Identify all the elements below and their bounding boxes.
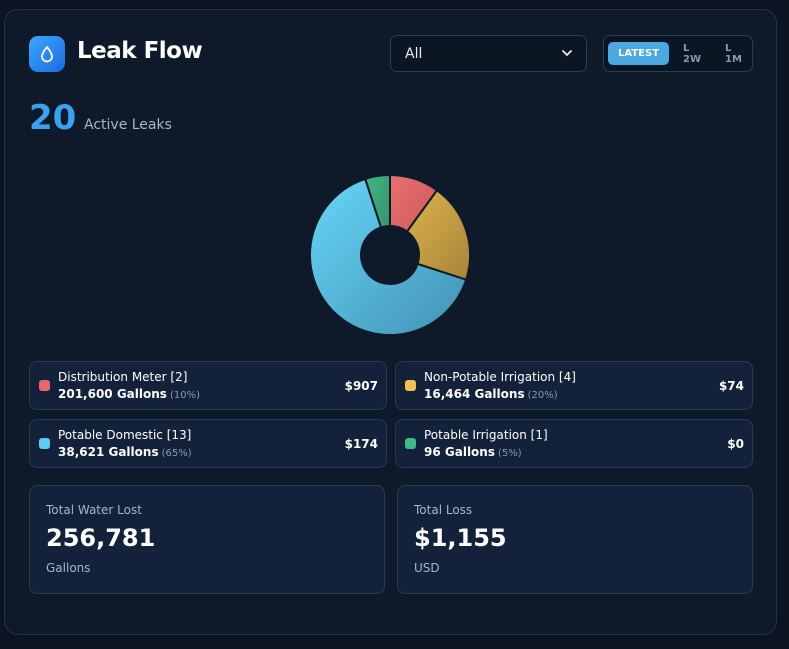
tab-last-1-month[interactable]: L 1M: [725, 42, 742, 65]
active-leak-count: 20: [29, 98, 77, 138]
category-percent: (65%): [161, 448, 192, 459]
category-gallons: 96 Gallons (5%): [424, 445, 522, 459]
donut-hole: [360, 225, 420, 285]
category-card-distribution-meter[interactable]: Distribution Meter [2] 201,600 Gallons (1…: [29, 361, 387, 410]
category-card-non-potable-irrigation[interactable]: Non-Potable Irrigation [4] 16,464 Gallon…: [395, 361, 753, 410]
category-name: Potable Irrigation [1]: [424, 428, 548, 442]
stat-unit: USD: [414, 561, 440, 575]
legend-swatch: [405, 380, 416, 391]
period-toggle: LATEST L 2W L 1M: [603, 35, 753, 72]
stat-label: Total Loss: [414, 503, 473, 517]
water-drop-icon: [41, 46, 53, 63]
category-cost: $74: [718, 379, 744, 393]
tab-latest[interactable]: LATEST: [608, 42, 670, 65]
category-cost: $0: [727, 437, 744, 451]
category-name: Non-Potable Irrigation [4]: [424, 370, 576, 384]
category-filter-select[interactable]: All: [390, 35, 587, 72]
total-water-lost-card: Total Water Lost 256,781 Gallons: [29, 485, 385, 594]
category-gallons: 201,600 Gallons (10%): [58, 387, 200, 401]
app-logo: [29, 36, 65, 72]
category-percent: (5%): [497, 448, 522, 459]
chevron-down-icon: [562, 50, 572, 57]
category-gallons: 38,621 Gallons (65%): [58, 445, 192, 459]
stat-unit: Gallons: [46, 561, 91, 575]
leak-flow-panel: Leak Flow All LATEST L 2W L 1M 20 Active…: [4, 9, 777, 635]
category-card-potable-irrigation[interactable]: Potable Irrigation [1] 96 Gallons (5%) $0: [395, 419, 753, 468]
category-percent: (20%): [527, 390, 558, 401]
stat-label: Total Water Lost: [46, 503, 142, 517]
category-name: Distribution Meter [2]: [58, 370, 188, 384]
category-card-potable-domestic[interactable]: Potable Domestic [13] 38,621 Gallons (65%…: [29, 419, 387, 468]
leak-donut-chart: [309, 173, 471, 336]
legend-swatch: [405, 438, 416, 449]
legend-swatch: [39, 380, 50, 391]
tab-last-2-weeks[interactable]: L 2W: [683, 42, 702, 65]
category-percent: (10%): [169, 390, 200, 401]
legend-swatch: [39, 438, 50, 449]
stat-value: 256,781: [46, 524, 156, 552]
category-cost: $174: [344, 437, 378, 451]
stat-value: $1,155: [414, 524, 507, 552]
app-title: Leak Flow: [77, 38, 203, 64]
category-name: Potable Domestic [13]: [58, 428, 192, 442]
category-gallons: 16,464 Gallons (20%): [424, 387, 558, 401]
category-cost: $907: [344, 379, 378, 393]
active-leak-label: Active Leaks: [84, 117, 172, 133]
total-loss-card: Total Loss $1,155 USD: [397, 485, 753, 594]
filter-selected-value: All: [405, 45, 423, 62]
